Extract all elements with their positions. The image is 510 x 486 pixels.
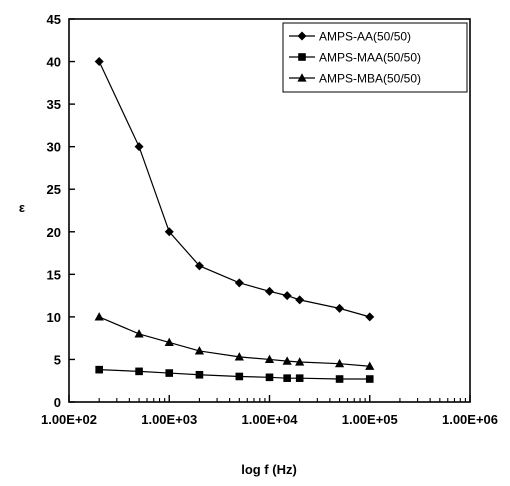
legend: AMPS-AA(50/50) AMPS-MAA(50/50) AMPS-MBA(50… (282, 22, 468, 93)
data-point (365, 361, 375, 370)
x-axis-title: log f (Hz) (241, 462, 297, 477)
data-point (165, 369, 174, 377)
data-point (234, 352, 244, 361)
data-point (164, 337, 174, 347)
data-point (134, 329, 144, 338)
data-point (195, 370, 204, 379)
series-line (98, 316, 370, 367)
data-point (295, 357, 305, 366)
data-point (134, 142, 144, 152)
y-tick-label: 40 (47, 55, 61, 70)
data-point (335, 375, 344, 383)
legend-entry: AMPS-MAA(50/50) (289, 51, 421, 65)
data-point (95, 365, 103, 374)
data-point (194, 261, 204, 271)
x-tick-label: 1.00E+04 (241, 412, 298, 427)
y-tick-label: 25 (47, 182, 61, 197)
y-tick-label: 15 (47, 267, 61, 282)
x-tick-label: 1.00E+06 (442, 412, 498, 427)
legend-marker (297, 31, 307, 41)
series-square (95, 365, 374, 383)
x-tick-label: 1.00E+05 (342, 412, 398, 427)
legend-label: AMPS-MBA(50/50) (319, 72, 421, 86)
y-tick-label: 10 (47, 310, 61, 325)
y-tick-label: 0 (54, 395, 61, 410)
legend-label: AMPS-MAA(50/50) (319, 51, 421, 65)
axes: 0 5 10 15 20 25 30 35 40 45 1.00E+02 1.00E+03 1.00E+… (41, 12, 498, 427)
legend-label: AMPS-AA(50/50) (319, 30, 411, 44)
legend-entry: AMPS-MBA(50/50) (289, 72, 421, 86)
series-diamond (94, 57, 375, 322)
series-layer (94, 57, 375, 383)
series-line (98, 61, 370, 318)
data-point (94, 57, 104, 67)
data-point (365, 312, 375, 322)
legend-entry: AMPS-AA(50/50) (289, 30, 411, 44)
data-point (334, 358, 345, 368)
data-point (282, 291, 292, 301)
data-point (335, 303, 345, 313)
data-point (282, 356, 292, 365)
x-tick-label: 1.00E+03 (141, 412, 197, 427)
data-point (295, 374, 304, 382)
data-point (234, 278, 244, 288)
data-point (194, 346, 205, 355)
y-tick-label: 30 (47, 140, 61, 155)
data-point (365, 375, 374, 383)
data-point (265, 286, 274, 296)
legend-marker (298, 53, 306, 61)
y-tick-label: 5 (54, 352, 61, 367)
data-point (135, 367, 143, 376)
data-point (235, 372, 244, 381)
data-point (283, 374, 291, 382)
data-point (264, 354, 275, 364)
data-point (295, 295, 305, 305)
series-line (99, 369, 370, 380)
data-point (94, 312, 104, 321)
legend-marker (297, 73, 307, 82)
data-point (164, 227, 174, 237)
x-tick-label: 1.00E+02 (41, 412, 97, 427)
y-tick-label: 35 (47, 97, 61, 112)
y-tick-label: 45 (47, 12, 61, 27)
y-tick-label: 20 (47, 225, 61, 240)
series-triangle (94, 312, 375, 370)
y-axis-title: ε (19, 200, 25, 215)
data-point (265, 373, 274, 382)
